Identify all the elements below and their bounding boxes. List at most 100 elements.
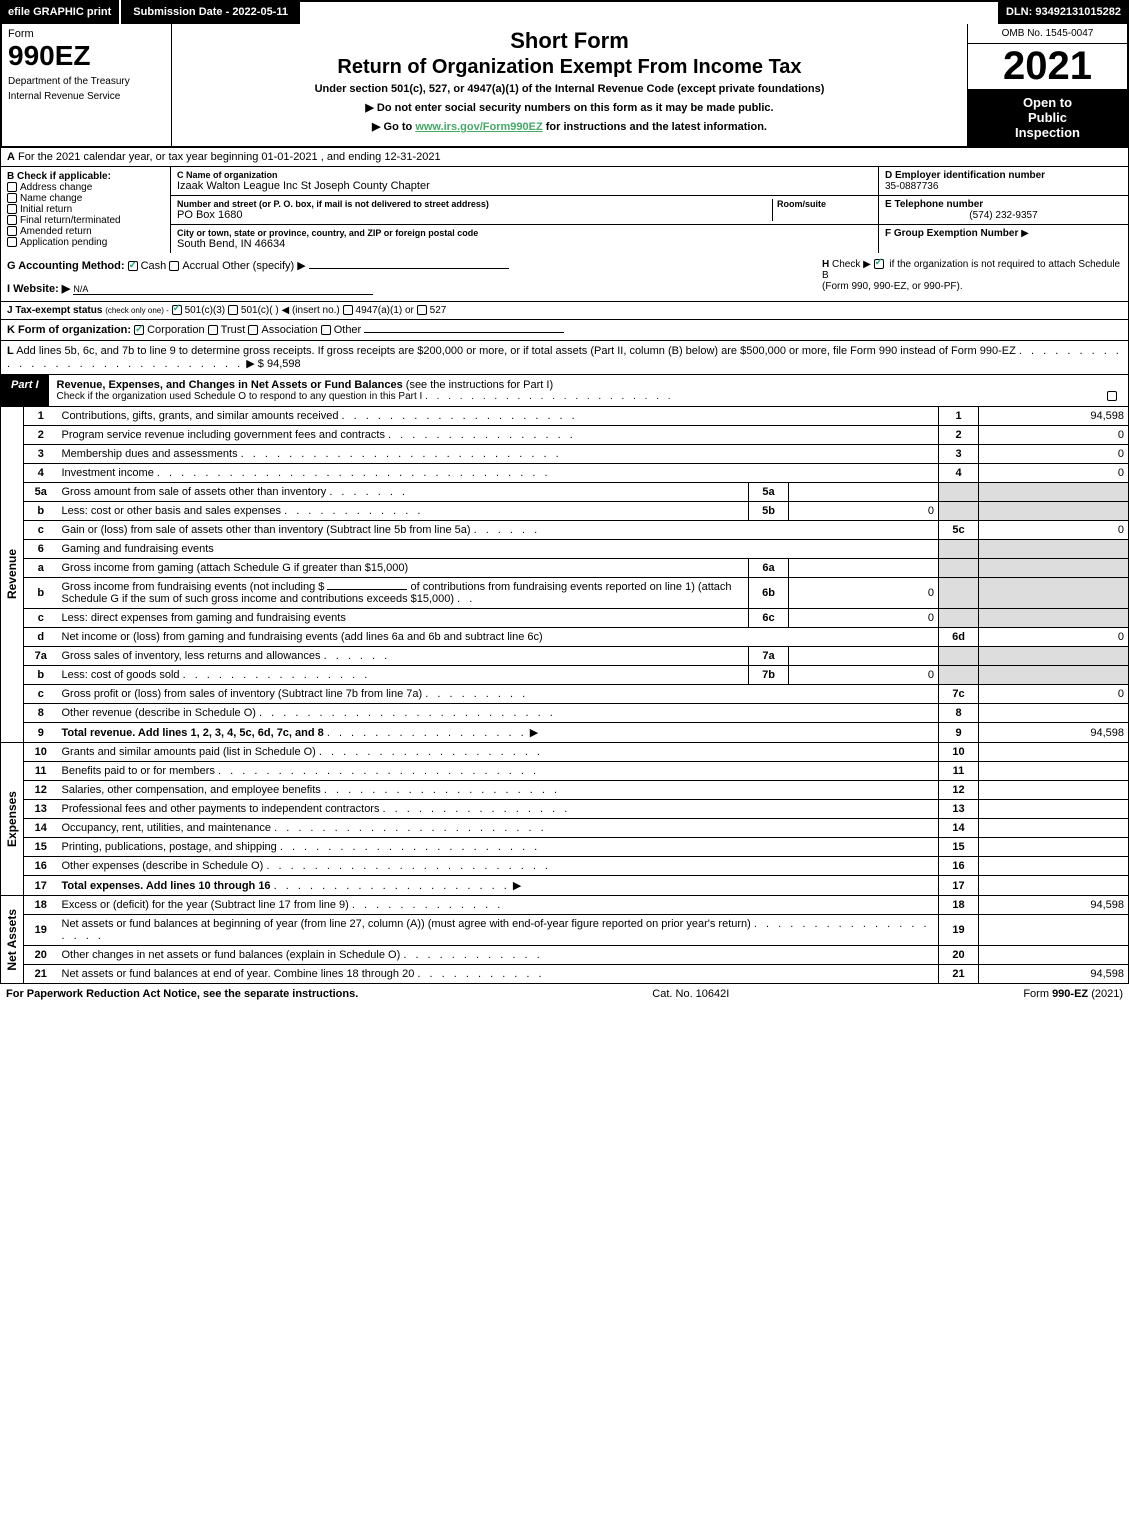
l12-amt [979, 781, 1129, 800]
l-label: L [7, 345, 14, 357]
other-specify-input[interactable] [309, 268, 509, 269]
instr-ssn: ▶ Do not enter social security numbers o… [180, 101, 959, 114]
header-left: Form 990EZ Department of the Treasury In… [2, 24, 172, 146]
l6c-sn: 6c [749, 609, 789, 628]
checkbox-amended-return[interactable] [7, 226, 17, 236]
tel-label: E Telephone number [885, 199, 1122, 210]
checkbox-corporation[interactable] [134, 325, 144, 335]
l16-dots: . . . . . . . . . . . . . . . . . . . . … [266, 860, 551, 872]
l5b-dots: . . . . . . . . . . . . [284, 505, 423, 517]
l6a-num: a [24, 559, 58, 578]
line-7b: b Less: cost of goods sold . . . . . . .… [1, 666, 1129, 685]
footer-right-pre: Form [1023, 988, 1052, 1000]
l20-desc: Other changes in net assets or fund bala… [62, 949, 401, 961]
checkbox-name-change[interactable] [7, 193, 17, 203]
l14-dots: . . . . . . . . . . . . . . . . . . . . … [274, 822, 547, 834]
l5c-dots: . . . . . . [474, 524, 541, 536]
irs-link[interactable]: www.irs.gov/Form990EZ [415, 121, 542, 133]
open-line1: Open to [972, 95, 1123, 110]
opt-amended-return: Amended return [20, 226, 92, 237]
l13-ln: 13 [939, 800, 979, 819]
l16-desc: Other expenses (describe in Schedule O) [62, 860, 264, 872]
opt-501c3: 501(c)(3) [185, 305, 226, 316]
cell-telephone: E Telephone number (574) 232-9357 [879, 196, 1128, 225]
l21-dots: . . . . . . . . . . . [417, 968, 544, 980]
l5b-num: b [24, 502, 58, 521]
l14-ln: 14 [939, 819, 979, 838]
checkbox-address-change[interactable] [7, 182, 17, 192]
l7b-sv: 0 [789, 666, 939, 685]
open-line3: Inspection [972, 125, 1123, 140]
l6b-num: b [24, 578, 58, 609]
checkbox-527[interactable] [417, 305, 427, 315]
section-revenue-label: Revenue [5, 549, 19, 599]
l19-desc: Net assets or fund balances at beginning… [62, 918, 751, 930]
grp-arrow: ▶ [1021, 228, 1029, 239]
l5a-num: 5a [24, 483, 58, 502]
checkbox-association[interactable] [248, 325, 258, 335]
opt-address-change: Address change [20, 182, 92, 193]
line-6a: a Gross income from gaming (attach Sched… [1, 559, 1129, 578]
checkbox-final-return[interactable] [7, 215, 17, 225]
dept-irs: Internal Revenue Service [8, 91, 165, 102]
l5a-desc: Gross amount from sale of assets other t… [62, 486, 327, 498]
row-g: G Accounting Method: Cash Accrual Other … [7, 259, 822, 295]
row-a: A For the 2021 calendar year, or tax yea… [0, 148, 1129, 167]
l6-desc: Gaming and fundraising events [58, 540, 939, 559]
l6b-blank[interactable] [327, 589, 407, 590]
opt-accrual: Accrual [182, 260, 219, 272]
line-3: 3 Membership dues and assessments . . . … [1, 445, 1129, 464]
checkbox-other-org[interactable] [321, 325, 331, 335]
tax-year: 2021 [968, 44, 1127, 89]
l13-dots: . . . . . . . . . . . . . . . . [383, 803, 571, 815]
checkbox-cash[interactable] [128, 261, 138, 271]
l21-ln: 21 [939, 965, 979, 984]
l15-desc: Printing, publications, postage, and shi… [62, 841, 277, 853]
l17-num: 17 [24, 876, 58, 896]
l6c-desc: Less: direct expenses from gaming and fu… [58, 609, 749, 628]
l-text: Add lines 5b, 6c, and 7b to line 9 to de… [16, 345, 1016, 357]
l18-desc: Excess or (deficit) for the year (Subtra… [62, 899, 349, 911]
line-18: Net Assets 18 Excess or (deficit) for th… [1, 896, 1129, 915]
l16-num: 16 [24, 857, 58, 876]
l6a-sv [789, 559, 939, 578]
checkbox-initial-return[interactable] [7, 204, 17, 214]
checkbox-h[interactable] [874, 259, 884, 269]
l7a-desc: Gross sales of inventory, less returns a… [62, 650, 321, 662]
efile-print-label[interactable]: efile GRAPHIC print [0, 0, 119, 24]
opt-527: 527 [430, 305, 447, 316]
l7b-sn: 7b [749, 666, 789, 685]
checkbox-accrual[interactable] [169, 261, 179, 271]
checkbox-application-pending[interactable] [7, 237, 17, 247]
room-label: Room/suite [777, 199, 872, 209]
l2-amt: 0 [979, 426, 1129, 445]
opt-4947: 4947(a)(1) or [356, 305, 414, 316]
form-header: Form 990EZ Department of the Treasury In… [0, 24, 1129, 148]
checkbox-501c3[interactable] [172, 305, 182, 315]
other-org-input[interactable] [364, 332, 564, 333]
line-11: 11 Benefits paid to or for members . . .… [1, 762, 1129, 781]
dln-label: DLN: 93492131015282 [998, 0, 1129, 24]
footer-left: For Paperwork Reduction Act Notice, see … [6, 988, 358, 1000]
checkbox-schedule-o[interactable] [1107, 391, 1117, 401]
opt-corporation: Corporation [147, 324, 204, 336]
city-label: City or town, state or province, country… [177, 228, 872, 238]
opt-final-return: Final return/terminated [20, 215, 121, 226]
l17-desc: Total expenses. Add lines 10 through 16 [62, 880, 271, 892]
l-arrow: ▶ [246, 358, 254, 370]
return-title: Return of Organization Exempt From Incom… [180, 56, 959, 79]
top-bar: efile GRAPHIC print Submission Date - 20… [0, 0, 1129, 24]
l16-ln: 16 [939, 857, 979, 876]
l2-desc: Program service revenue including govern… [62, 429, 385, 441]
omb-number: OMB No. 1545-0047 [968, 24, 1127, 44]
footer-right-post: (2021) [1088, 988, 1123, 1000]
checkbox-4947[interactable] [343, 305, 353, 315]
instr-goto-post: for instructions and the latest informat… [543, 121, 767, 133]
line-7a: 7a Gross sales of inventory, less return… [1, 647, 1129, 666]
l5a-amt-grey [979, 483, 1129, 502]
l8-amt [979, 704, 1129, 723]
l7a-sn: 7a [749, 647, 789, 666]
checkbox-trust[interactable] [208, 325, 218, 335]
checkbox-501c[interactable] [228, 305, 238, 315]
l17-arrow-icon: ▶ [513, 880, 521, 892]
